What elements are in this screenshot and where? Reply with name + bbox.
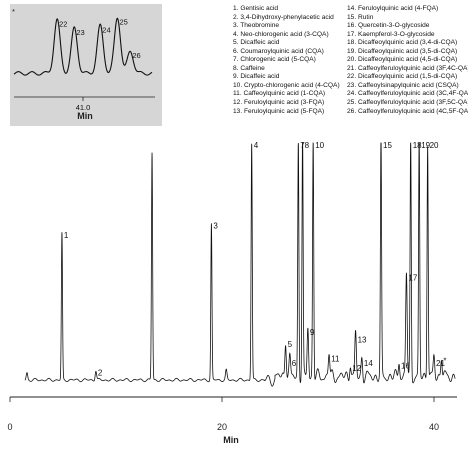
legend-entry: 23. Caffeoylsinapylquinic acid (CSQA) (347, 81, 459, 89)
peak-label: 15 (383, 141, 392, 150)
inset-x-tick-label: 41.0 (76, 103, 91, 112)
peak-label: 11 (331, 354, 340, 363)
peak-label: 3 (213, 222, 218, 231)
main-axis-title: Min (223, 435, 239, 445)
peak-label: 21 (436, 359, 445, 368)
legend-entry: 17. Kaempferol-3-O-glycoside (347, 30, 435, 38)
legend-entry: 15. Rutin (347, 13, 374, 21)
legend-entry: 25. Caffeoylferuloylquinic acid (3F,5C-Q… (347, 99, 468, 107)
peak-label: 12 (352, 364, 361, 373)
legend-entry: 21. Caffeoylferuloylquinic acid (3F,4C-Q… (347, 64, 468, 72)
legend-entry: 26. Caffeoylferuloylquinic acid (4C,5F-Q… (347, 107, 468, 115)
legend-entry: 11. Caffeoylquinic acid (1-CQA) (233, 90, 326, 98)
inset-axis-title: Min (77, 111, 93, 121)
legend-entry: 8. Caffeine (233, 64, 265, 72)
legend-entry: 19. Dicaffeoylquinic acid (3,5-di-CQA) (347, 47, 458, 55)
peak-label: 10 (315, 141, 324, 150)
legend-entry: 9. Dicaffeic acid (233, 73, 280, 81)
peak-label: 2 (98, 369, 103, 378)
legend-entry: 3. Theobromine (233, 22, 280, 30)
peak-label: 5 (288, 340, 293, 349)
peak-label: 1 (64, 231, 69, 240)
legend-entry: 16. Quercetin-3-O-glycoside (347, 22, 430, 30)
peak-label: 4 (254, 141, 259, 150)
legend-entry: 14. Feruloylquinic acid (4-FQA) (347, 5, 439, 12)
peak-label: 7 (300, 141, 305, 150)
legend-entry: 1. Gentisic acid (233, 5, 279, 12)
legend-entry: 4. Neo-chlorogenic acid (3-CQA) (233, 30, 329, 38)
inset-peak-label: 23 (76, 28, 84, 37)
legend-entry: 22. Dicaffeoylquinic acid (1,5-di-CQA) (347, 73, 458, 81)
x-tick-label: 20 (217, 422, 227, 432)
x-tick-label: 0 (7, 422, 12, 432)
peak-label: 8 (305, 141, 310, 150)
legend-entry: 18. Dicaffeoylquinic acid (3,4-di-CQA) (347, 39, 458, 47)
inset-plot: 22 23 24 25 26 41.0 (13, 17, 153, 112)
peak-label: 17 (408, 274, 417, 283)
inset-peak-label: 22 (59, 20, 67, 29)
peak-label: 19 (421, 141, 430, 150)
legend-right-column: 14. Feruloylquinic acid (4-FQA) 15. Rutin… (347, 5, 468, 116)
legend-entry: 24. Caffeoylferuloylquinic acid (3C,4F-Q… (347, 90, 468, 98)
x-tick-label: 40 (429, 422, 439, 432)
legend-entry: 2. 3,4-Dihydroxy-phenylacetic acid (233, 13, 334, 21)
peak-label: * (443, 357, 446, 366)
chromatogram-trace (24, 142, 456, 387)
peak-label: 6 (292, 359, 297, 368)
peak-label: 14 (364, 359, 373, 368)
legend-entry: 7. Chlorogenic acid (5-CQA) (233, 56, 316, 64)
peak-label: 16 (401, 361, 410, 370)
legend-entry: 6. Coumaroylquinic acid (CQA) (233, 47, 324, 55)
peak-label: 18 (413, 141, 422, 150)
peak-label: 9 (310, 328, 315, 337)
legend-left-column: 1. Gentisic acid 2. 3,4-Dihydroxy-phenyla… (233, 5, 340, 116)
legend-entry: 12. Feruloylquinic acid (3-FQA) (233, 99, 325, 107)
legend-entry: 5. Dicaffeic acid (233, 39, 280, 47)
legend-entry: 13. Feruloylquinic acid (5-FQA) (233, 107, 325, 115)
legend-entry: 20. Dicaffeoylquinic acid (4,5-di-CQA) (347, 56, 458, 64)
inset-marker: * (12, 7, 15, 16)
legend-entry: 10. Crypto-chlorogenic acid (4-CQA) (233, 81, 340, 89)
peak-label: 13 (358, 335, 367, 344)
peak-label: 20 (430, 141, 439, 150)
inset-peak-label: 25 (120, 17, 128, 26)
inset-peak-label: 24 (102, 25, 110, 34)
inset-peak-label: 26 (132, 51, 140, 60)
inset-trace (13, 17, 153, 76)
inset-background (10, 4, 162, 126)
